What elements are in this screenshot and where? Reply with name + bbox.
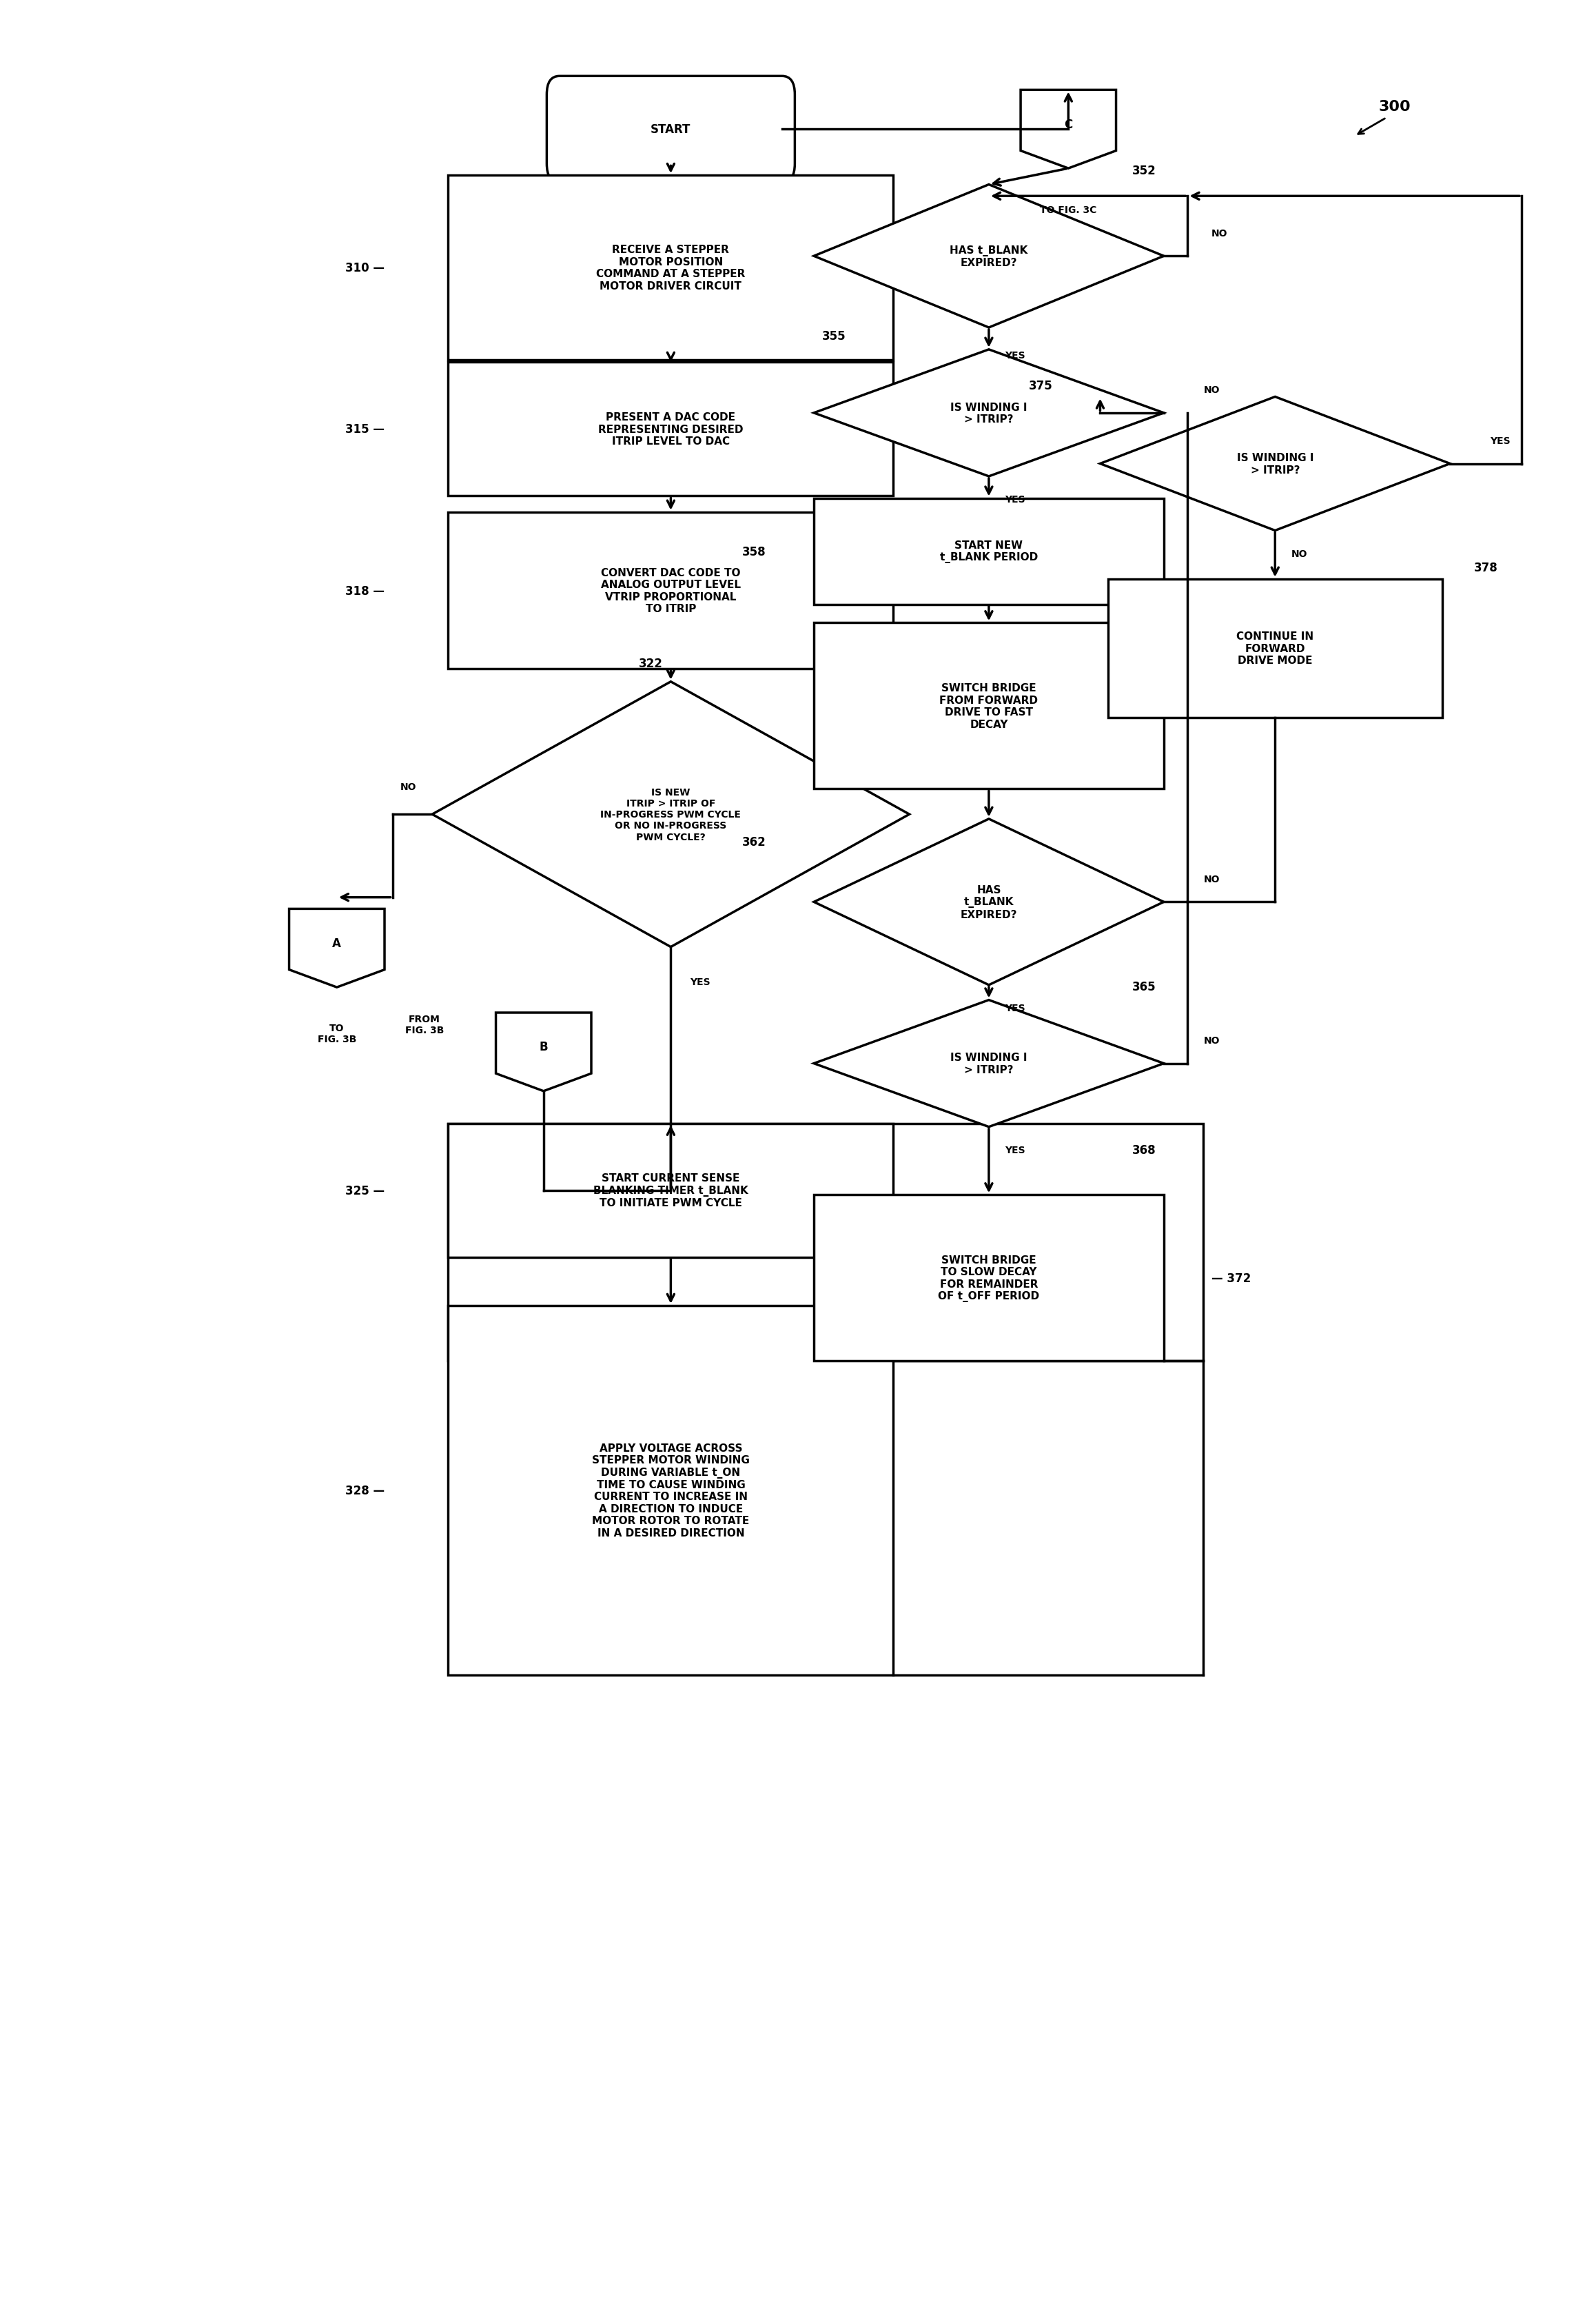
Text: 365: 365 [1132,980,1156,992]
Text: 378: 378 [1473,562,1497,573]
Bar [448,363,894,497]
Text: 362: 362 [742,837,766,849]
Bar [448,1124,1203,1362]
Text: RECEIVE A STEPPER
MOTOR POSITION
COMMAND AT A STEPPER
MOTOR DRIVER CIRCUIT: RECEIVE A STEPPER MOTOR POSITION COMMAND… [597,245,745,291]
Bar [448,1306,894,1674]
Bar [1108,580,1443,717]
Text: 322: 322 [638,657,662,670]
Text: IS NEW
ITRIP > ITRIP OF
IN-PROGRESS PWM CYCLE
OR NO IN-PROGRESS
PWM CYCLE?: IS NEW ITRIP > ITRIP OF IN-PROGRESS PWM … [600,788,741,842]
Text: APPLY VOLTAGE ACROSS
STEPPER MOTOR WINDING
DURING VARIABLE t_ON
TIME TO CAUSE WI: APPLY VOLTAGE ACROSS STEPPER MOTOR WINDI… [592,1443,750,1537]
Text: TO FIG. 3C: TO FIG. 3C [1041,206,1096,215]
Text: 352: 352 [1132,164,1156,178]
Text: TO
FIG. 3B: TO FIG. 3B [318,1024,356,1045]
Text: FROM
FIG. 3B: FROM FIG. 3B [405,1015,444,1036]
Text: 375: 375 [1028,379,1052,393]
Bar [814,1195,1163,1362]
Polygon shape [814,349,1163,476]
Text: A: A [332,936,342,950]
Text: YES: YES [1005,495,1025,504]
Text: NO: NO [1211,229,1227,238]
Text: 315 —: 315 — [345,423,385,435]
Text: NO: NO [401,781,417,791]
Text: HAS
t_BLANK
EXPIRED?: HAS t_BLANK EXPIRED? [961,885,1017,920]
Text: START NEW
t_BLANK PERIOD: START NEW t_BLANK PERIOD [940,541,1037,564]
Text: YES: YES [1005,351,1025,361]
Text: YES: YES [1489,437,1510,446]
Text: 355: 355 [822,331,846,342]
Text: IS WINDING I
> ITRIP?: IS WINDING I > ITRIP? [950,1052,1028,1075]
Polygon shape [289,909,385,987]
Polygon shape [814,1001,1163,1128]
Polygon shape [433,682,910,948]
Polygon shape [814,818,1163,985]
Polygon shape [814,185,1163,328]
Text: SWITCH BRIDGE
TO SLOW DECAY
FOR REMAINDER
OF t_OFF PERIOD: SWITCH BRIDGE TO SLOW DECAY FOR REMAINDE… [938,1255,1039,1302]
Text: 310 —: 310 — [345,261,385,275]
Text: — 372: — 372 [1211,1272,1251,1285]
Text: IS WINDING I
> ITRIP?: IS WINDING I > ITRIP? [950,402,1028,425]
Text: 368: 368 [1132,1144,1156,1156]
Text: B: B [539,1040,547,1054]
Text: HAS t_BLANK
EXPIRED?: HAS t_BLANK EXPIRED? [950,245,1028,268]
Text: YES: YES [1005,1144,1025,1156]
Text: NO: NO [1203,386,1219,395]
Polygon shape [1020,90,1116,169]
Bar [814,624,1163,788]
Text: 300: 300 [1379,99,1411,113]
Bar [448,176,894,361]
Text: 325 —: 325 — [345,1184,385,1198]
Text: 358: 358 [742,546,766,557]
Text: SWITCH BRIDGE
FROM FORWARD
DRIVE TO FAST
DECAY: SWITCH BRIDGE FROM FORWARD DRIVE TO FAST… [940,682,1037,728]
Text: CONVERT DAC CODE TO
ANALOG OUTPUT LEVEL
VTRIP PROPORTIONAL
TO ITRIP: CONVERT DAC CODE TO ANALOG OUTPUT LEVEL … [600,569,741,615]
Bar [448,1124,894,1258]
Text: 328 —: 328 — [345,1484,385,1496]
Text: START CURRENT SENSE
BLANKING TIMER t_BLANK
TO INITIATE PWM CYCLE: START CURRENT SENSE BLANKING TIMER t_BLA… [594,1172,749,1209]
Text: CONTINUE IN
FORWARD
DRIVE MODE: CONTINUE IN FORWARD DRIVE MODE [1237,631,1314,666]
Text: YES: YES [689,978,710,987]
Text: NO: NO [1203,874,1219,883]
Text: YES: YES [1005,1003,1025,1013]
Text: 318 —: 318 — [345,585,385,596]
Bar [814,499,1163,606]
Text: IS WINDING I
> ITRIP?: IS WINDING I > ITRIP? [1237,453,1314,476]
Text: NO: NO [1203,1036,1219,1045]
Bar [448,513,894,670]
Text: C: C [1065,118,1073,129]
FancyBboxPatch shape [547,76,795,183]
Text: PRESENT A DAC CODE
REPRESENTING DESIRED
ITRIP LEVEL TO DAC: PRESENT A DAC CODE REPRESENTING DESIRED … [598,412,744,446]
Text: NO: NO [1291,550,1307,560]
Polygon shape [496,1013,591,1091]
Text: START: START [651,123,691,136]
Polygon shape [1100,398,1451,532]
